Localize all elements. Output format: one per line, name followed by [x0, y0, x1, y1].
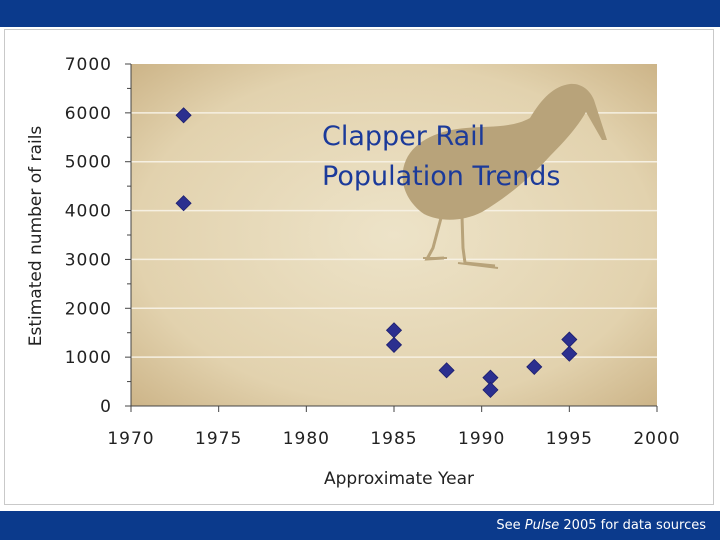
- chart-title-line: Clapper Rail: [322, 121, 485, 152]
- data-points: [175, 107, 578, 398]
- x-tick-label: 1970: [107, 429, 154, 449]
- y-tick-label: 7000: [65, 55, 112, 75]
- data-point: [385, 336, 403, 353]
- data-point: [438, 362, 455, 379]
- x-tick-label: 1980: [283, 429, 330, 449]
- x-tick-label: 1995: [546, 429, 593, 449]
- y-axis-title: Estimated number of rails: [26, 126, 46, 347]
- source-note-suffix: 2005 for data sources: [563, 518, 706, 533]
- chart-title: Clapper Rail Population Trends: [322, 121, 560, 192]
- y-tick-label: 4000: [65, 202, 112, 222]
- x-tick-label: 1990: [458, 429, 505, 449]
- chart-title-line: Population Trends: [322, 161, 560, 192]
- y-tick-label: 2000: [65, 299, 112, 319]
- x-tick-labels: 1970 1975 1980 1985 1990 1995 2000: [107, 429, 680, 449]
- data-point: [526, 358, 543, 375]
- y-tick-label: 0: [100, 397, 112, 417]
- x-tick-label: 1975: [195, 429, 242, 449]
- source-note: See Pulse 2005 for data sources: [496, 518, 706, 533]
- data-point: [175, 107, 192, 124]
- chart-frame: [4, 29, 714, 505]
- x-tick-label: 1985: [370, 429, 417, 449]
- bottom-bar: [0, 511, 720, 540]
- data-point: [482, 381, 499, 398]
- axes: [125, 63, 658, 412]
- top-bar: [0, 0, 720, 27]
- y-tick-labels: 0 1000 2000 3000 4000 5000 6000 7000: [65, 55, 112, 417]
- rail-bird-silhouette: [402, 83, 607, 269]
- source-note-italic: Pulse: [524, 518, 560, 533]
- y-tick-label: 6000: [65, 104, 112, 124]
- data-point: [561, 345, 578, 362]
- source-note-prefix: See: [496, 518, 521, 533]
- y-tick-label: 5000: [65, 153, 112, 173]
- x-tick-label: 2000: [633, 429, 680, 449]
- y-tick-label: 1000: [65, 348, 112, 368]
- y-tick-label: 3000: [65, 250, 112, 270]
- x-axis-title: Approximate Year: [324, 469, 474, 489]
- data-point: [175, 195, 192, 212]
